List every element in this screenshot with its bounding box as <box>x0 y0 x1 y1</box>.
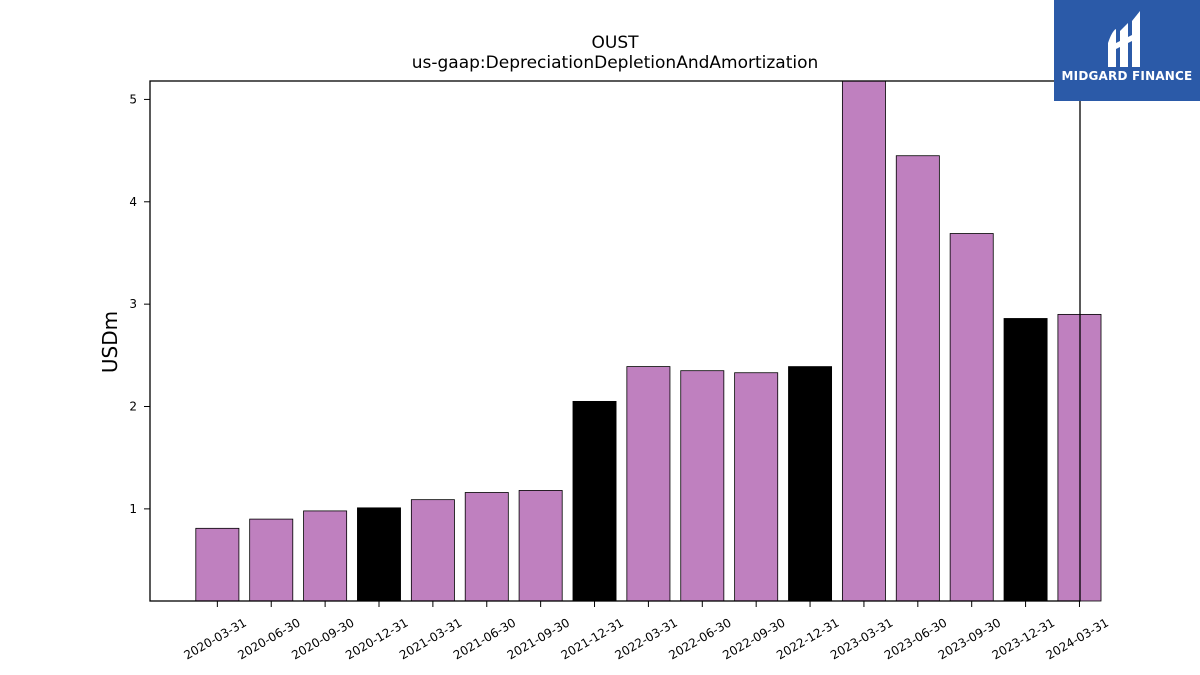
bar-2022-12-31 <box>788 366 833 602</box>
y-tick-label: 1 <box>129 502 137 516</box>
bar-2022-09-30 <box>734 372 779 602</box>
midgard-logo-icon <box>1108 11 1140 67</box>
y-tick-label: 4 <box>129 195 137 209</box>
bar-2023-06-30 <box>895 155 940 602</box>
bar-2023-03-31 <box>841 80 886 602</box>
chart-subtitle: us-gaap:DepreciationDepletionAndAmortiza… <box>412 53 819 73</box>
y-tick-label: 2 <box>129 400 137 414</box>
bar-2022-06-30 <box>680 370 725 602</box>
bar-2023-09-30 <box>949 233 994 602</box>
bar-2021-06-30 <box>464 492 509 602</box>
bar-2022-03-31 <box>626 366 671 602</box>
y-tick-label: 5 <box>129 92 137 106</box>
y-axis-ticks: 1 2 3 4 5 <box>129 92 150 516</box>
bar-2021-12-31 <box>572 400 617 602</box>
y-axis-label: USDm <box>98 311 122 373</box>
bars <box>195 80 1102 602</box>
bar-2020-12-31 <box>357 507 401 602</box>
bar-2021-03-31 <box>410 499 455 602</box>
bar-2020-09-30 <box>303 510 348 602</box>
y-tick-label: 3 <box>129 297 137 311</box>
plot-area-frame <box>149 80 1081 602</box>
bar-2023-12-31 <box>1003 318 1048 602</box>
bar-2020-06-30 <box>249 518 294 602</box>
bar-2021-09-30 <box>518 490 563 602</box>
bar-2020-03-31 <box>195 527 240 602</box>
x-axis-ticks: 2020-03-312020-06-302020-09-302020-12-31… <box>181 601 1111 662</box>
logo-text: MIDGARD FINANCE <box>1061 69 1193 83</box>
midgard-finance-logo: MIDGARD FINANCE <box>1054 0 1200 101</box>
chart-title: OUST <box>592 33 640 53</box>
